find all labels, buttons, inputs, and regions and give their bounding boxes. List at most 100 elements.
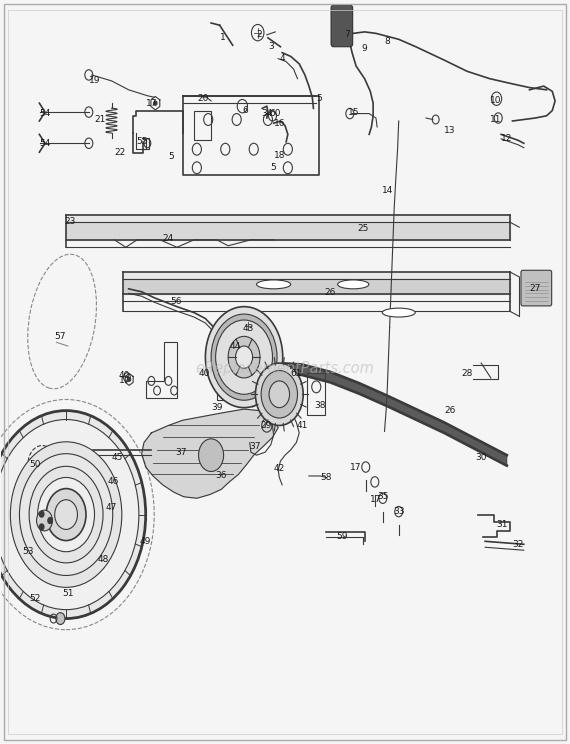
Text: 31: 31 bbox=[496, 520, 508, 529]
Text: eReplacementParts.com: eReplacementParts.com bbox=[196, 361, 374, 376]
Text: 55: 55 bbox=[136, 138, 148, 147]
Circle shape bbox=[206, 449, 215, 461]
Circle shape bbox=[205, 307, 283, 408]
Text: 46: 46 bbox=[108, 478, 119, 487]
Text: 3: 3 bbox=[268, 42, 274, 51]
Circle shape bbox=[29, 466, 103, 563]
Circle shape bbox=[198, 439, 223, 472]
Text: 33: 33 bbox=[393, 507, 405, 516]
Ellipse shape bbox=[256, 280, 291, 289]
Text: 38: 38 bbox=[315, 401, 326, 410]
Text: 26: 26 bbox=[325, 288, 336, 297]
Circle shape bbox=[275, 389, 283, 400]
Text: 35: 35 bbox=[377, 493, 389, 501]
Text: 54: 54 bbox=[39, 139, 51, 148]
Text: 45: 45 bbox=[112, 453, 123, 462]
Circle shape bbox=[235, 346, 253, 368]
Text: 51: 51 bbox=[62, 589, 74, 597]
Circle shape bbox=[38, 478, 95, 552]
Text: 17: 17 bbox=[370, 496, 382, 504]
Circle shape bbox=[269, 381, 290, 408]
Ellipse shape bbox=[382, 308, 415, 317]
Text: 47: 47 bbox=[106, 503, 117, 512]
Text: 17: 17 bbox=[145, 99, 157, 108]
Circle shape bbox=[128, 378, 131, 381]
Text: 11: 11 bbox=[490, 115, 501, 124]
Text: 41: 41 bbox=[296, 421, 308, 430]
Text: 5: 5 bbox=[316, 94, 322, 103]
Circle shape bbox=[48, 518, 52, 524]
Text: 13: 13 bbox=[444, 126, 455, 135]
Text: 56: 56 bbox=[170, 297, 182, 306]
Text: 15: 15 bbox=[348, 108, 359, 117]
Text: 24: 24 bbox=[163, 234, 174, 243]
Circle shape bbox=[228, 336, 260, 378]
Text: 60: 60 bbox=[269, 109, 280, 118]
Circle shape bbox=[241, 353, 247, 362]
FancyBboxPatch shape bbox=[521, 270, 552, 306]
Circle shape bbox=[62, 509, 71, 521]
Text: 59: 59 bbox=[336, 533, 348, 542]
Text: 52: 52 bbox=[29, 594, 40, 603]
Text: 5: 5 bbox=[168, 152, 174, 161]
Text: 12: 12 bbox=[501, 134, 512, 143]
Circle shape bbox=[255, 363, 303, 426]
Text: 22: 22 bbox=[115, 149, 126, 158]
Text: 44: 44 bbox=[229, 341, 241, 350]
Text: 58: 58 bbox=[320, 473, 332, 482]
Text: 14: 14 bbox=[382, 185, 393, 195]
Text: 17: 17 bbox=[351, 463, 362, 472]
Text: 23: 23 bbox=[64, 217, 76, 225]
Circle shape bbox=[19, 454, 113, 575]
Text: 39: 39 bbox=[211, 403, 222, 412]
Text: 20: 20 bbox=[197, 94, 208, 103]
Text: 57: 57 bbox=[55, 332, 66, 341]
Text: 1: 1 bbox=[219, 33, 225, 42]
Polygon shape bbox=[142, 409, 278, 498]
Text: 30: 30 bbox=[475, 453, 487, 462]
Text: 36: 36 bbox=[215, 472, 227, 481]
Text: 43: 43 bbox=[242, 324, 254, 333]
Text: 9: 9 bbox=[362, 45, 368, 54]
Text: 21: 21 bbox=[95, 115, 106, 124]
Text: 18: 18 bbox=[274, 150, 285, 160]
Text: 48: 48 bbox=[97, 554, 109, 564]
Text: 4: 4 bbox=[279, 54, 285, 63]
Text: 40: 40 bbox=[119, 371, 131, 380]
Text: 8: 8 bbox=[385, 37, 390, 46]
Circle shape bbox=[154, 101, 157, 105]
Text: 10: 10 bbox=[490, 97, 501, 106]
Text: 19: 19 bbox=[89, 76, 100, 85]
Text: 28: 28 bbox=[461, 369, 473, 378]
Text: 49: 49 bbox=[140, 537, 152, 546]
Text: 2: 2 bbox=[256, 30, 262, 39]
Text: 61: 61 bbox=[291, 369, 302, 378]
Circle shape bbox=[10, 442, 122, 587]
Text: 37: 37 bbox=[250, 442, 261, 451]
Text: 26: 26 bbox=[444, 406, 455, 415]
Text: 27: 27 bbox=[530, 284, 541, 293]
Polygon shape bbox=[279, 363, 507, 466]
Circle shape bbox=[0, 420, 139, 609]
Circle shape bbox=[36, 510, 52, 531]
Circle shape bbox=[39, 524, 44, 530]
FancyBboxPatch shape bbox=[331, 5, 353, 47]
Text: 6: 6 bbox=[242, 106, 248, 115]
Text: 5: 5 bbox=[271, 163, 276, 173]
Text: 7: 7 bbox=[345, 30, 351, 39]
Circle shape bbox=[39, 511, 44, 517]
Text: 16: 16 bbox=[274, 119, 285, 128]
Circle shape bbox=[261, 371, 298, 418]
Text: 34: 34 bbox=[261, 109, 272, 118]
Text: 37: 37 bbox=[176, 448, 188, 457]
Circle shape bbox=[56, 612, 65, 624]
Circle shape bbox=[215, 320, 272, 394]
Text: 32: 32 bbox=[512, 540, 524, 549]
Text: 40: 40 bbox=[198, 369, 210, 378]
Ellipse shape bbox=[337, 280, 369, 289]
Circle shape bbox=[0, 411, 146, 618]
Circle shape bbox=[55, 500, 78, 530]
Circle shape bbox=[211, 314, 277, 400]
Text: 29: 29 bbox=[260, 421, 272, 430]
Text: 25: 25 bbox=[358, 224, 369, 233]
